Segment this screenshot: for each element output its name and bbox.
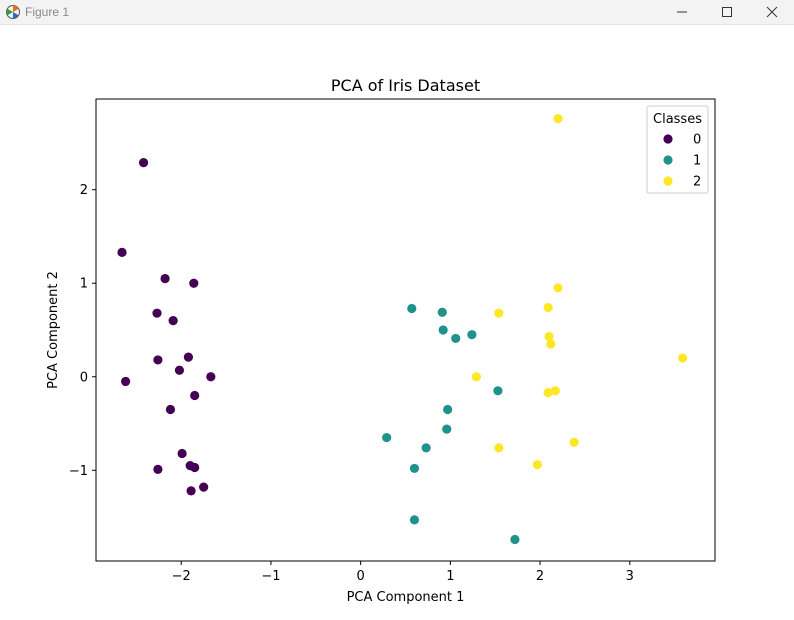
data-point-class-1 bbox=[443, 404, 453, 415]
x-tick-label: −2 bbox=[172, 569, 191, 584]
data-point-class-0 bbox=[177, 448, 187, 459]
data-point-class-2 bbox=[543, 388, 553, 398]
data-point-class-1 bbox=[421, 443, 431, 453]
minimize-icon bbox=[677, 11, 687, 13]
data-point-class-0 bbox=[160, 273, 170, 284]
data-point-class-1 bbox=[437, 307, 447, 317]
data-point-class-1 bbox=[442, 424, 452, 434]
x-tick-label: 1 bbox=[446, 569, 454, 584]
legend-marker-class-2 bbox=[663, 176, 673, 186]
data-point-class-0 bbox=[153, 355, 163, 365]
data-point-class-2 bbox=[532, 460, 542, 470]
data-point-class-0 bbox=[190, 462, 200, 473]
minimize-button[interactable] bbox=[660, 0, 704, 24]
data-point-class-0 bbox=[165, 404, 176, 415]
data-point-class-2 bbox=[569, 437, 579, 447]
data-point-class-0 bbox=[206, 372, 216, 382]
data-point-class-0 bbox=[152, 308, 162, 318]
data-point-class-0 bbox=[153, 464, 163, 474]
data-point-class-0 bbox=[138, 157, 149, 168]
data-point-class-1 bbox=[407, 303, 417, 314]
data-point-class-2 bbox=[553, 283, 563, 293]
y-tick-label: 2 bbox=[80, 183, 88, 198]
data-point-class-0 bbox=[168, 316, 178, 326]
y-tick-label: −1 bbox=[69, 464, 88, 479]
legend-box bbox=[646, 105, 709, 194]
data-point-class-1 bbox=[382, 432, 392, 443]
legend: Classes 0 1 2 bbox=[646, 105, 709, 194]
x-tick-label: 2 bbox=[536, 569, 544, 584]
data-point-class-2 bbox=[544, 331, 554, 342]
data-point-class-1 bbox=[409, 515, 420, 525]
data-point-class-2 bbox=[553, 114, 563, 124]
chart-canvas: PCA of Iris Dataset −2 −1 0 1 2 3 −1 0 1 2 PCA Co… bbox=[46, 76, 716, 605]
data-point-class-2 bbox=[543, 302, 553, 313]
maximize-button[interactable] bbox=[705, 0, 749, 24]
plot-area-frame bbox=[95, 98, 716, 562]
data-point-class-0 bbox=[190, 390, 200, 401]
data-point-class-0 bbox=[199, 482, 209, 492]
window-titlebar: Figure 1 bbox=[0, 0, 794, 25]
data-point-class-0 bbox=[117, 247, 127, 257]
data-point-class-0 bbox=[121, 376, 131, 387]
data-point-class-0 bbox=[186, 486, 196, 496]
data-point-class-2 bbox=[471, 372, 481, 382]
data-point-class-2 bbox=[678, 353, 688, 363]
x-tick-label: 3 bbox=[626, 569, 634, 584]
chart-title: PCA of Iris Dataset bbox=[331, 76, 480, 95]
data-point-class-1 bbox=[451, 333, 461, 344]
window-title: Figure 1 bbox=[25, 5, 70, 19]
legend-title: Classes bbox=[653, 112, 702, 127]
x-tick-label: −1 bbox=[261, 569, 280, 584]
data-point-class-0 bbox=[174, 365, 185, 375]
matplotlib-logo-icon bbox=[6, 5, 20, 19]
y-tick-label: 1 bbox=[80, 277, 88, 292]
x-axis-label: PCA Component 1 bbox=[347, 590, 465, 605]
y-axis-label: PCA Component 2 bbox=[46, 271, 61, 389]
close-button[interactable] bbox=[750, 0, 794, 24]
legend-label-class-2: 2 bbox=[693, 175, 701, 190]
data-point-class-1 bbox=[493, 386, 503, 396]
legend-label-class-1: 1 bbox=[693, 154, 701, 169]
legend-label-class-0: 0 bbox=[693, 133, 701, 148]
data-point-class-1 bbox=[467, 330, 477, 340]
data-point-class-2 bbox=[494, 443, 504, 453]
legend-marker-class-0 bbox=[663, 134, 673, 144]
maximize-icon bbox=[722, 7, 732, 17]
data-point-class-1 bbox=[409, 463, 420, 474]
data-point-class-2 bbox=[494, 308, 504, 318]
data-point-class-0 bbox=[189, 278, 199, 288]
data-point-class-1 bbox=[438, 325, 448, 335]
data-point-class-2 bbox=[550, 386, 560, 396]
data-point-class-0 bbox=[183, 352, 194, 362]
x-tick-label: 0 bbox=[357, 569, 365, 584]
close-icon bbox=[766, 6, 778, 18]
data-point-class-1 bbox=[510, 534, 520, 545]
data-point-class-2 bbox=[546, 339, 556, 349]
y-tick-label: 0 bbox=[80, 370, 88, 385]
legend-marker-class-1 bbox=[663, 155, 673, 165]
